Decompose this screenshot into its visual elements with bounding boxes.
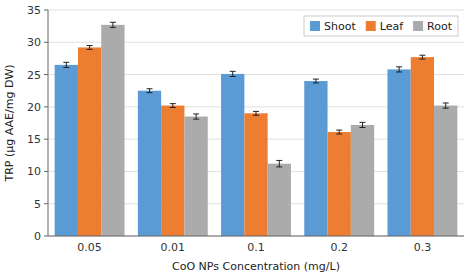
error-bar bbox=[193, 114, 199, 119]
bar bbox=[328, 132, 351, 236]
error-bar bbox=[359, 122, 365, 127]
tick-label: 10 bbox=[27, 165, 41, 178]
tick-label: 5 bbox=[34, 198, 41, 211]
tick-label: 25 bbox=[27, 69, 41, 82]
tick-mark bbox=[44, 139, 48, 140]
tick-label: 0.1 bbox=[247, 241, 265, 254]
tick-mark bbox=[44, 171, 48, 172]
error-bar bbox=[396, 67, 402, 72]
error-bar bbox=[110, 22, 116, 27]
error-bar bbox=[253, 111, 259, 115]
tick-label: 0.01 bbox=[161, 241, 186, 254]
error-bar bbox=[170, 104, 176, 108]
y-axis bbox=[48, 10, 49, 236]
legend-swatch bbox=[310, 21, 320, 31]
tick-label: 30 bbox=[27, 36, 41, 49]
error-bar bbox=[87, 46, 93, 50]
grid-line bbox=[48, 10, 464, 11]
tick-mark bbox=[44, 74, 48, 75]
legend-label: Leaf bbox=[380, 20, 404, 33]
tick-label: 0.05 bbox=[77, 241, 102, 254]
error-bar bbox=[63, 62, 69, 67]
bar bbox=[138, 91, 161, 236]
legend-label: Root bbox=[427, 20, 453, 33]
tick-label: 0 bbox=[34, 230, 41, 243]
bar bbox=[161, 106, 184, 236]
x-axis bbox=[48, 236, 464, 237]
legend-label: Shoot bbox=[324, 20, 356, 33]
bar bbox=[221, 74, 244, 236]
error-bar bbox=[419, 55, 425, 59]
legend-box bbox=[304, 16, 458, 36]
tick-mark bbox=[44, 42, 48, 43]
bar bbox=[304, 81, 327, 236]
bar bbox=[55, 65, 78, 236]
error-bar bbox=[336, 130, 342, 134]
bar bbox=[387, 69, 410, 236]
tick-label: 0.3 bbox=[414, 241, 432, 254]
tick-mark bbox=[44, 106, 48, 107]
error-bar bbox=[230, 71, 236, 76]
grid bbox=[44, 10, 464, 236]
bar bbox=[101, 25, 124, 236]
tick-label: 15 bbox=[27, 133, 41, 146]
bar bbox=[411, 57, 434, 236]
legend-swatch bbox=[366, 21, 376, 31]
legend: Shoot Leaf Root bbox=[304, 16, 458, 36]
error-bar bbox=[276, 160, 282, 166]
error-bar bbox=[443, 103, 449, 108]
tick-label: 0.2 bbox=[330, 241, 348, 254]
error-bar bbox=[313, 79, 319, 83]
tick-label: 20 bbox=[27, 101, 41, 114]
bar bbox=[184, 117, 207, 236]
bar bbox=[78, 47, 101, 236]
grid-line bbox=[48, 236, 464, 237]
bar bbox=[244, 113, 267, 236]
tick-mark bbox=[44, 10, 48, 11]
chart: 0 5 10 15 20 25 30 35 0.05 0.01 0.1 0.2 0.3 CoO NPs C… bbox=[0, 0, 474, 276]
tick-mark bbox=[44, 236, 48, 237]
error-bar bbox=[147, 89, 153, 93]
legend-swatch bbox=[413, 21, 423, 31]
tick-mark bbox=[44, 203, 48, 204]
bar bbox=[434, 106, 457, 236]
bar bbox=[351, 125, 374, 236]
x-axis-label: CoO NPs Concentration (mg/L) bbox=[172, 260, 340, 273]
bar bbox=[268, 164, 291, 236]
tick-label: 35 bbox=[27, 4, 41, 17]
bars bbox=[55, 22, 458, 236]
y-axis-label: TRP (μg AAE/mg DW) bbox=[3, 64, 16, 182]
